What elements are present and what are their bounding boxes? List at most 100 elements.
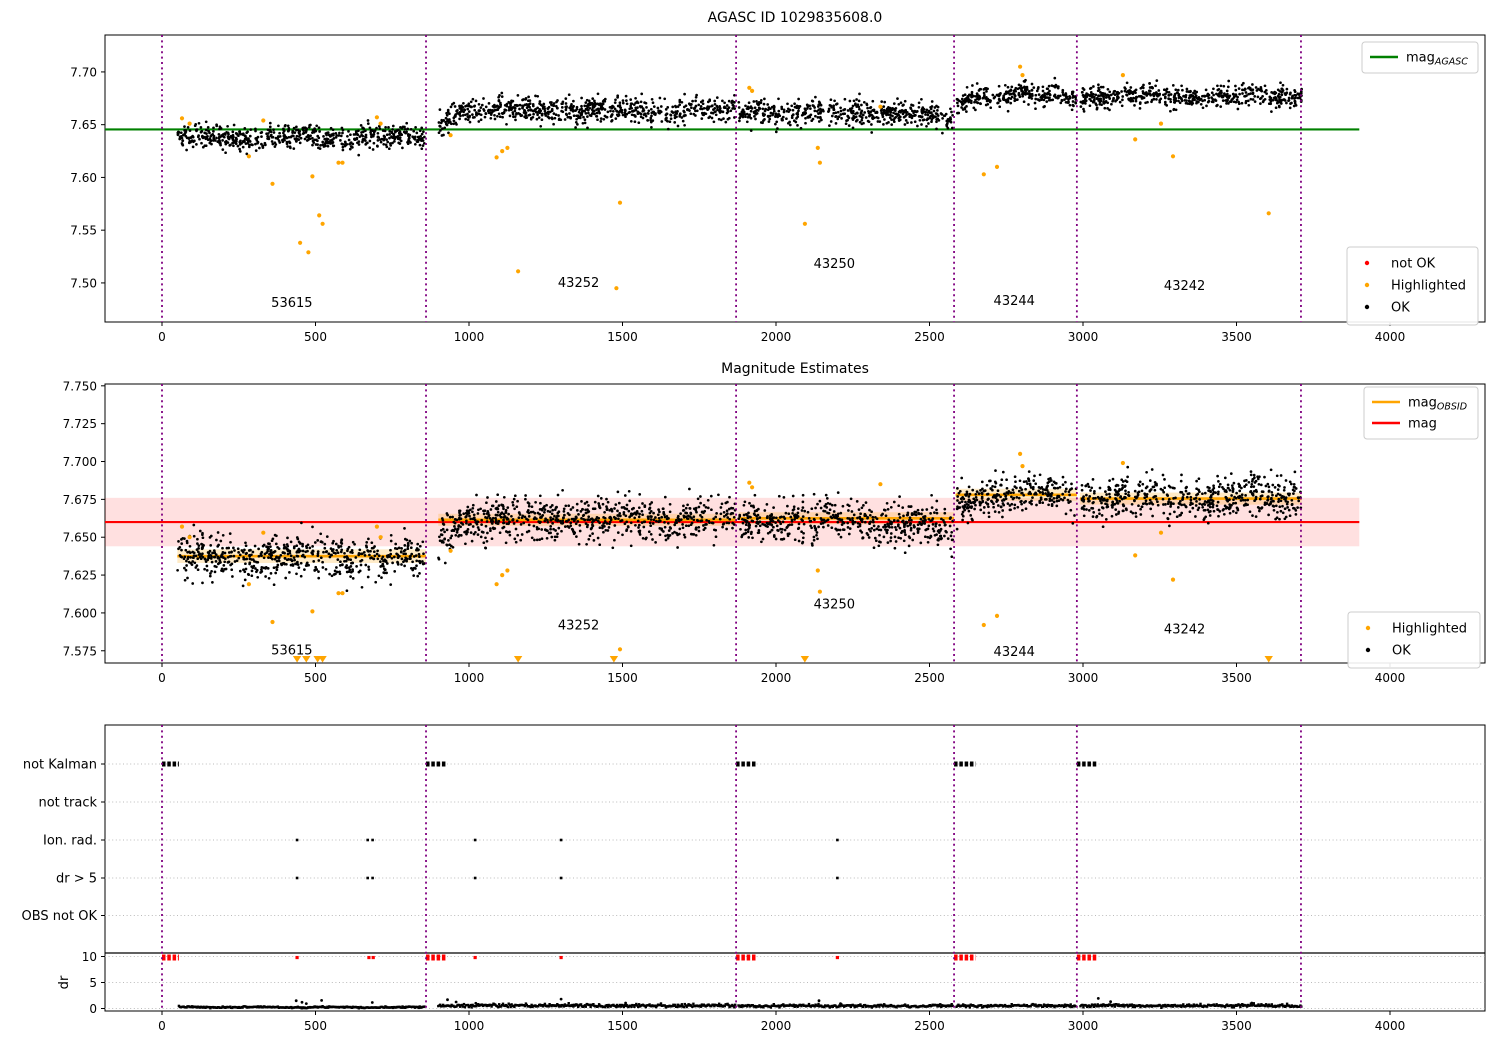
ok-point: [275, 559, 279, 563]
ok-point: [201, 145, 205, 149]
ok-point: [660, 120, 664, 123]
ok-point: [492, 527, 495, 531]
ok-point: [189, 561, 193, 565]
ok-point: [609, 109, 612, 113]
ok-point: [524, 113, 528, 117]
ok-point: [341, 148, 345, 152]
ok-point: [442, 119, 446, 122]
ok-point: [852, 513, 856, 517]
ok-point: [380, 576, 383, 579]
ok-point: [1207, 93, 1211, 97]
ok-point: [368, 553, 371, 557]
ok-point: [295, 562, 299, 565]
top-plot-title: AGASC ID 1029835608.0: [708, 10, 883, 26]
ok-point: [545, 536, 549, 540]
ok-point: [733, 107, 737, 110]
ok-point: [1046, 484, 1049, 488]
ok-point: [1002, 94, 1006, 98]
ok-point: [365, 545, 369, 549]
ok-point: [406, 541, 410, 545]
ok-point: [747, 521, 751, 525]
ok-point: [1234, 93, 1238, 96]
ok-point: [933, 511, 936, 514]
ok-point: [913, 114, 916, 117]
ok-point: [489, 116, 493, 120]
x-tick-label: 2500: [914, 1019, 945, 1033]
ok-point: [603, 520, 607, 523]
ok-point: [763, 509, 767, 512]
ok-point: [791, 511, 794, 515]
ok-point: [505, 122, 508, 126]
ok-point: [575, 105, 579, 109]
ok-point: [615, 113, 619, 117]
ok-point: [581, 508, 584, 511]
ok-point: [180, 548, 183, 552]
ok-point: [819, 116, 822, 120]
ok-point: [399, 139, 403, 143]
ok-point: [553, 535, 557, 539]
ok-point: [308, 137, 312, 141]
highlighted-point: [994, 164, 1000, 169]
ok-point: [1102, 102, 1106, 105]
ok-point: [682, 533, 686, 537]
ok-point: [464, 511, 468, 515]
ok-point: [185, 564, 188, 567]
ok-point: [465, 104, 469, 107]
ok-point: [837, 532, 841, 536]
ok-point: [229, 143, 232, 147]
ok-point: [538, 494, 542, 498]
ok-point: [855, 500, 859, 503]
ok-point: [591, 521, 594, 524]
x-tick-label: 4000: [1375, 671, 1406, 685]
ok-point: [749, 532, 753, 536]
ok-point: [367, 550, 370, 553]
ok-point: [753, 513, 757, 517]
ok-point: [1274, 106, 1278, 110]
ok-point: [897, 102, 901, 106]
ok-point: [370, 541, 374, 545]
ok-point: [650, 515, 653, 518]
ok-point: [449, 122, 453, 126]
ok-point: [1067, 490, 1071, 494]
ok-point: [617, 501, 621, 505]
ok-point: [902, 109, 906, 113]
ok-point: [226, 555, 230, 559]
ok-point: [455, 109, 458, 113]
ok-point: [440, 517, 444, 520]
ok-point: [480, 523, 483, 526]
ok-point: [390, 556, 394, 560]
ok-point: [1099, 85, 1103, 89]
ok-point: [266, 567, 270, 570]
ok-point: [658, 510, 661, 514]
ok-point: [1271, 98, 1275, 102]
ok-point: [255, 560, 258, 564]
ok-point: [771, 113, 774, 117]
ok-point: [1215, 104, 1218, 108]
ok-point: [1058, 94, 1062, 98]
ok-point: [927, 517, 931, 521]
ok-point: [1167, 97, 1171, 101]
ok-point: [775, 524, 779, 528]
ok-point: [670, 110, 674, 113]
ok-point: [554, 113, 558, 117]
ok-point: [712, 517, 716, 521]
ok-point: [969, 99, 973, 103]
ok-point: [809, 107, 812, 110]
highlighted-point: [179, 116, 185, 121]
ok-point: [940, 113, 944, 116]
ok-point: [261, 144, 265, 148]
ok-point: [507, 521, 510, 525]
ok-point: [303, 555, 307, 559]
ok-point: [561, 110, 565, 114]
ok-point: [1038, 473, 1042, 477]
ok-point: [799, 126, 803, 130]
ok-point: [355, 137, 359, 141]
ok-point: [397, 546, 401, 550]
ok-point: [180, 542, 184, 545]
ok-point: [217, 135, 221, 139]
ok-point: [269, 549, 272, 553]
ok-point: [416, 542, 420, 546]
ok-point: [326, 144, 330, 148]
ok-point: [903, 99, 907, 103]
ok-point: [587, 504, 590, 507]
